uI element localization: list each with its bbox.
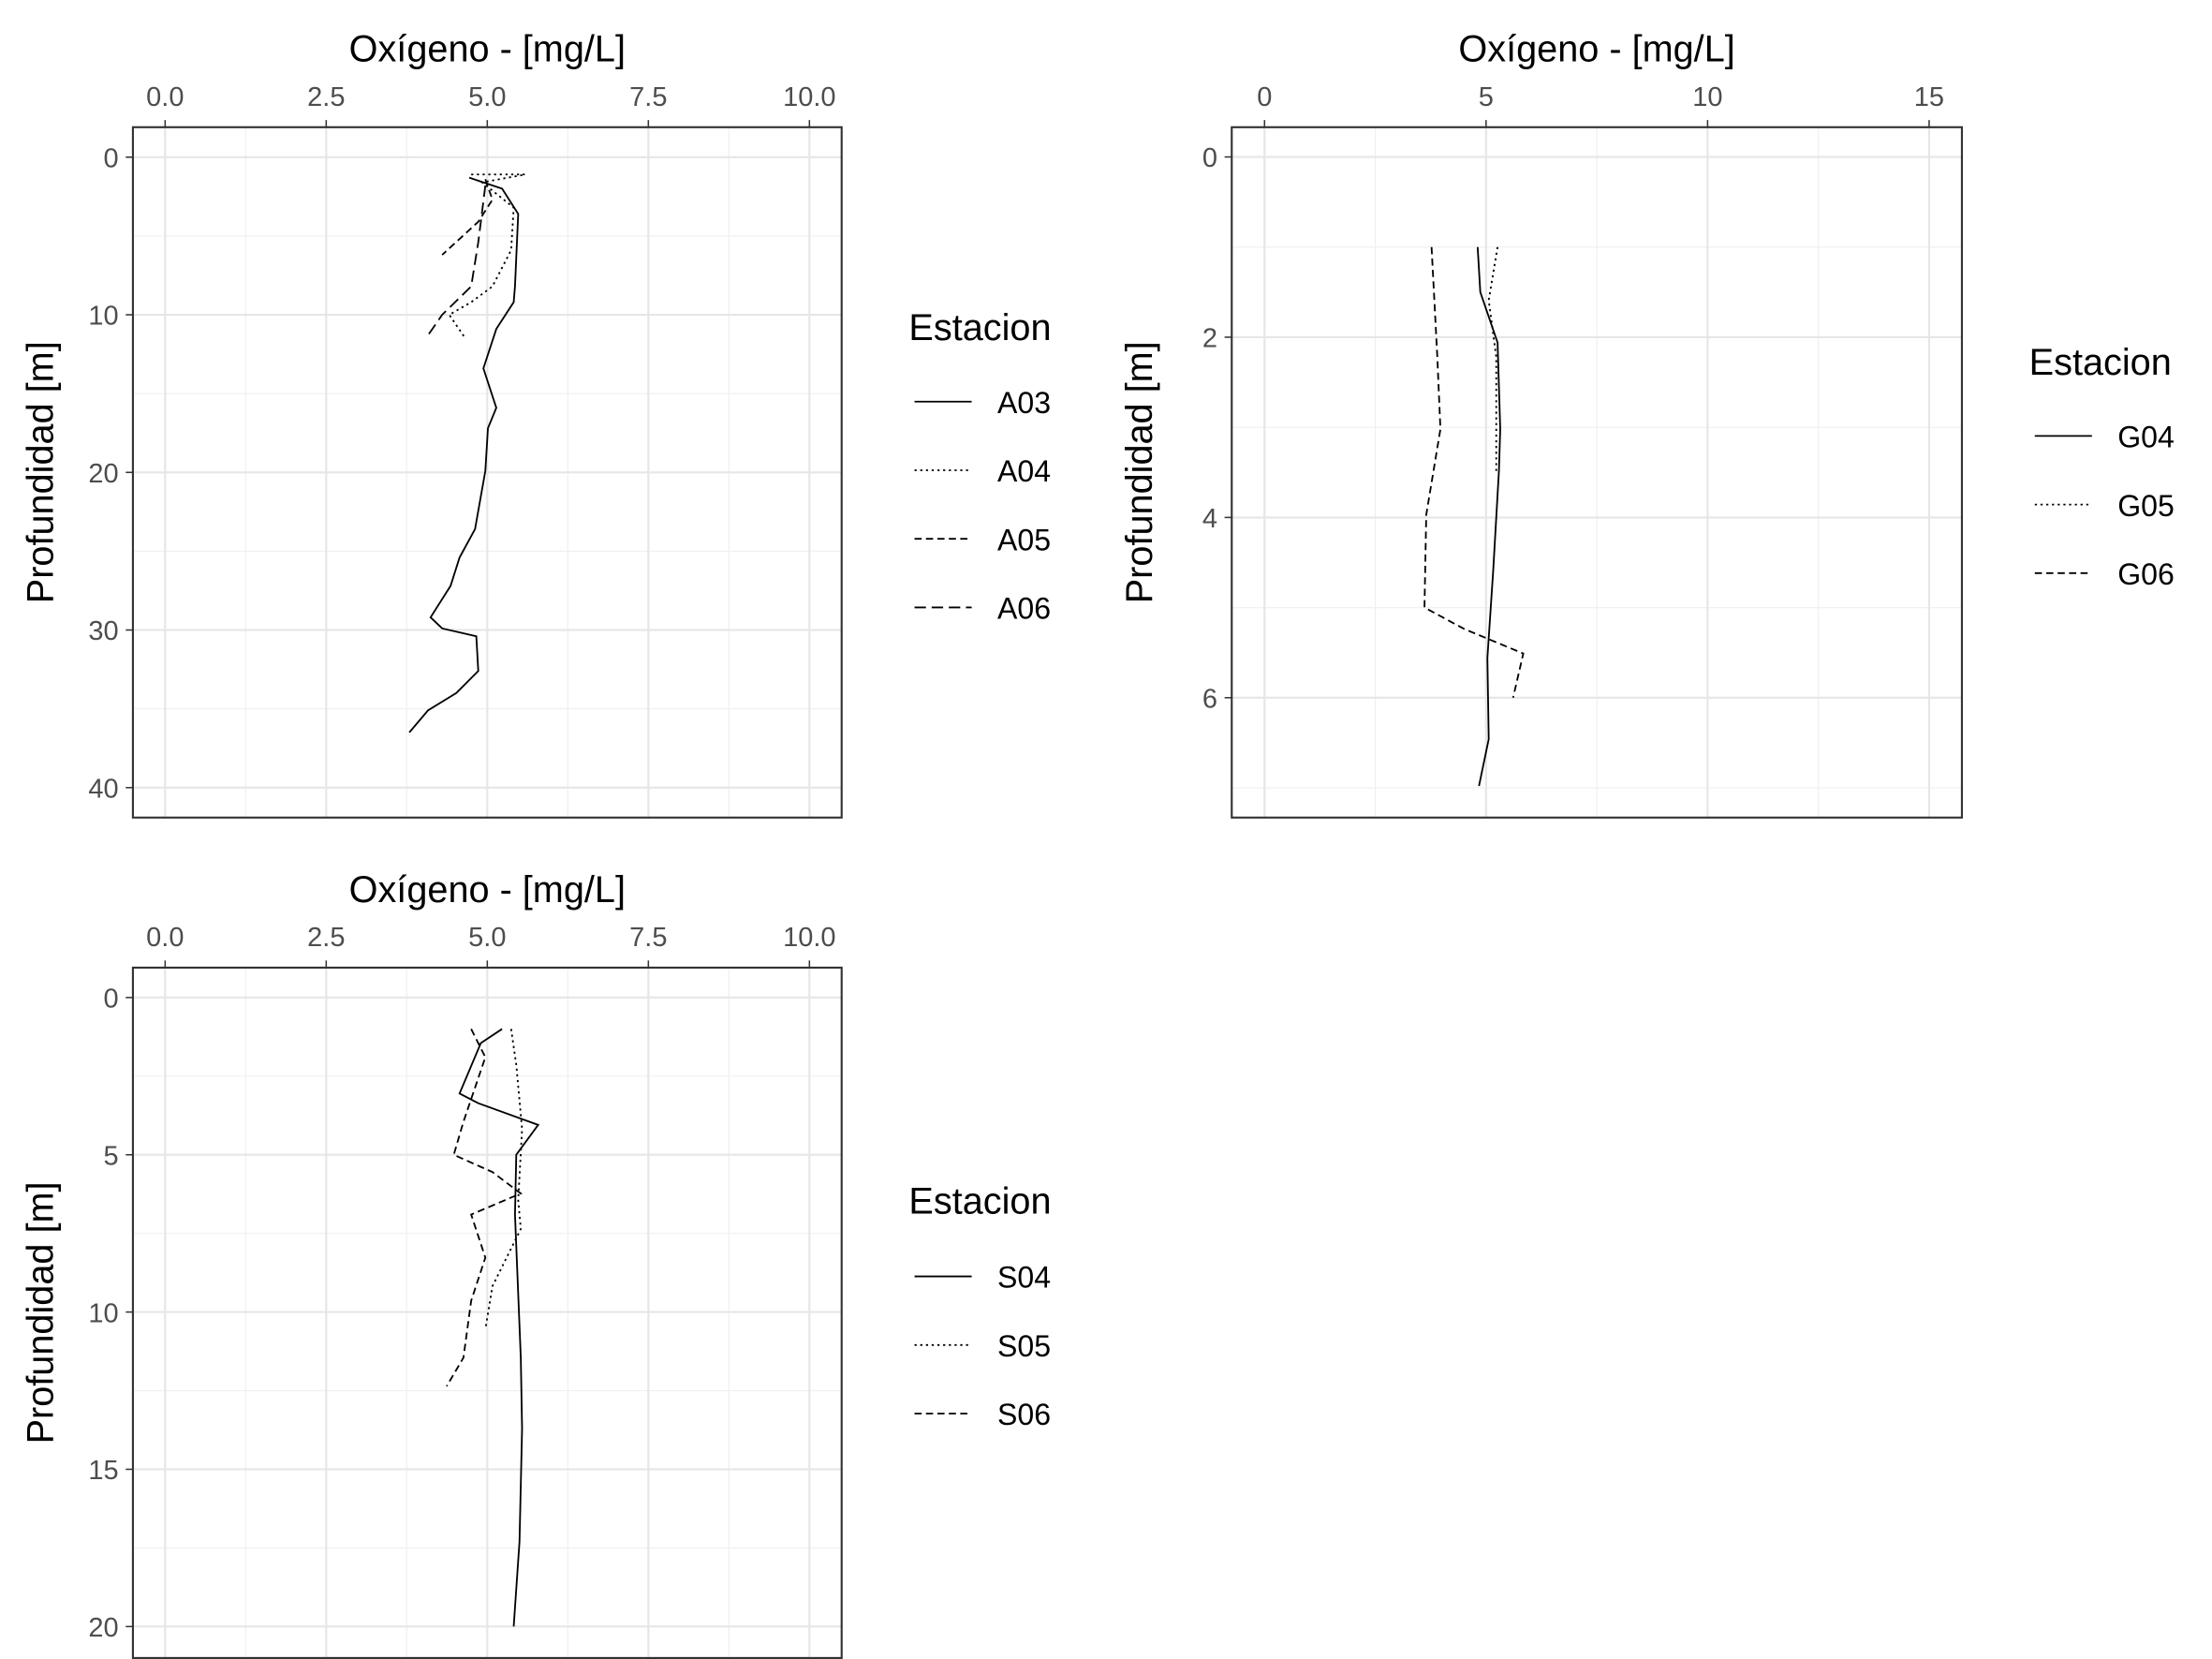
legend-title: Estacion	[908, 1180, 1051, 1222]
legend-label: A03	[997, 386, 1051, 420]
profile-line	[484, 1029, 524, 1330]
x-tick-label: 15	[1914, 82, 1944, 112]
legend-label: G06	[2117, 557, 2175, 591]
x-axis-title: Oxígeno - [mg/L]	[349, 869, 626, 911]
y-tick-label: 5	[104, 1141, 119, 1171]
x-tick-label: 7.5	[629, 82, 667, 112]
x-tick-label: 2.5	[307, 82, 345, 112]
panel: 0.0 2.5 5.0 7.5 10.0 0 10 20 30 40 A03 A04 A05 A06 Oxí…	[20, 29, 1052, 819]
panel-border	[131, 966, 843, 1659]
y-tick-label: 10	[88, 1298, 118, 1328]
y-tick-label: 0	[104, 985, 119, 1015]
profile-line	[1423, 246, 1525, 699]
profile-line	[1476, 246, 1501, 787]
profile-line	[448, 173, 526, 339]
x-tick-label: 10.0	[783, 82, 835, 112]
x-tick-label: 5.0	[468, 82, 506, 112]
x-axis-title: Oxígeno - [mg/L]	[349, 29, 626, 70]
x-tick-label: 0.0	[146, 82, 184, 112]
x-tick-label: 5	[1479, 82, 1494, 112]
y-tick-label: 4	[1202, 504, 1217, 534]
legend-title: Estacion	[2029, 342, 2172, 383]
y-tick-label: 2	[1202, 324, 1217, 354]
legend-label: S04	[997, 1261, 1051, 1295]
panel: 0 5 10 15 0 2 4 6 G04 G05 G06 Oxígeno - [mg/L] Profu…	[1119, 29, 2175, 819]
x-tick-label: 0.0	[146, 923, 184, 953]
y-tick-label: 0	[104, 143, 119, 173]
legend-label: A06	[997, 592, 1051, 626]
x-tick-label: 5.0	[468, 923, 506, 953]
legend-label: G05	[2117, 489, 2175, 523]
profile-line	[1487, 246, 1499, 472]
y-tick-label: 15	[88, 1456, 118, 1486]
x-tick-label: 7.5	[629, 923, 667, 953]
profile-line	[441, 179, 494, 256]
x-tick-label: 10	[1692, 82, 1722, 112]
y-tick-label: 20	[88, 1613, 118, 1643]
legend-label: A05	[997, 523, 1051, 556]
x-axis-title: Oxígeno - [mg/L]	[1458, 29, 1734, 70]
legend-label: A04	[997, 454, 1051, 488]
y-tick-label: 6	[1202, 684, 1217, 714]
y-tick-label: 20	[88, 459, 118, 489]
x-tick-label: 2.5	[307, 923, 345, 953]
profile-line	[458, 1028, 540, 1627]
profile-line	[427, 185, 487, 336]
y-tick-label: 10	[88, 302, 118, 332]
panel-border	[1231, 126, 1964, 819]
y-axis-title: Profundidad [m]	[1119, 341, 1160, 603]
legend-label: G04	[2117, 421, 2175, 454]
legend-label: S06	[997, 1398, 1051, 1431]
y-tick-label: 40	[88, 774, 118, 804]
y-tick-label: 30	[88, 616, 118, 646]
y-axis-title: Profundidad [m]	[20, 341, 61, 603]
x-tick-label: 0	[1257, 82, 1272, 112]
profile-line	[446, 1029, 523, 1387]
y-axis-title: Profundidad [m]	[20, 1181, 61, 1444]
legend-label: S05	[997, 1329, 1051, 1363]
legend-title: Estacion	[908, 307, 1051, 348]
x-tick-label: 10.0	[783, 923, 835, 953]
panel-border	[131, 126, 843, 819]
profile-line	[408, 176, 520, 733]
y-tick-label: 0	[1202, 143, 1217, 173]
panel: 0.0 2.5 5.0 7.5 10.0 0 5 10 15 20 S04 S05 S06 Oxígeno…	[20, 869, 1052, 1659]
